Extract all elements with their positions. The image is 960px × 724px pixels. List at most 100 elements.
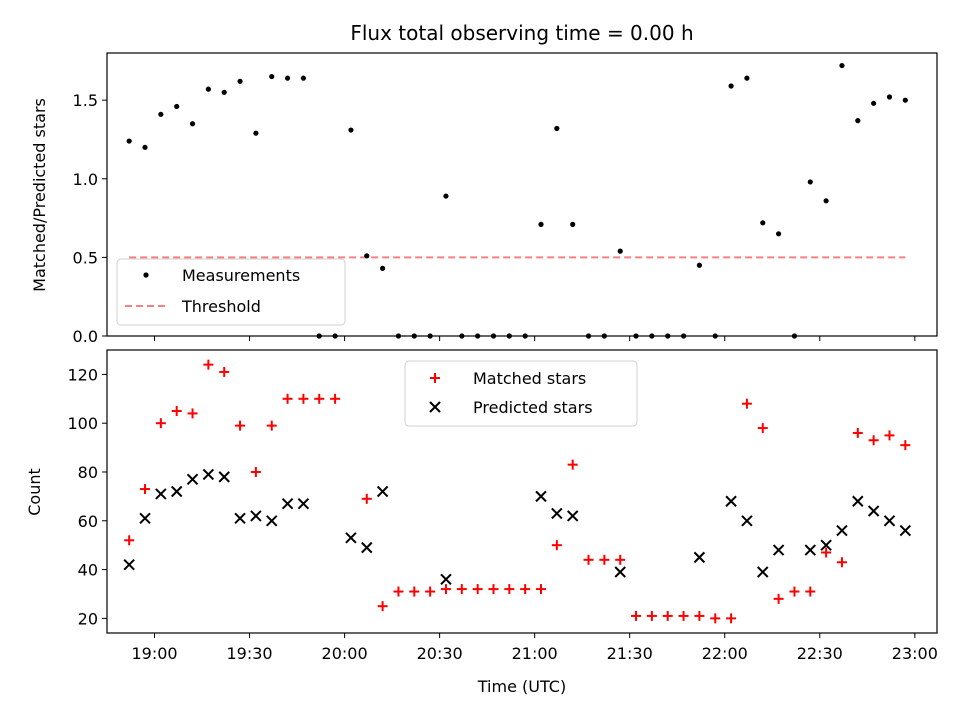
measurement-point xyxy=(284,75,291,81)
matched-star-point xyxy=(282,393,293,404)
matched-star-point xyxy=(536,584,547,595)
matched-star-point xyxy=(124,535,135,546)
predicted-star-point xyxy=(202,468,215,481)
bottom-y-axis-label: Count xyxy=(25,468,44,516)
bottom-x-tick-label: 19:30 xyxy=(227,644,273,663)
top-legend-box xyxy=(116,258,346,326)
predicted-star-point xyxy=(757,566,769,578)
predicted-star-point xyxy=(566,510,579,522)
measurement-point xyxy=(776,231,782,237)
matched-star-point xyxy=(219,366,230,377)
measurement-point xyxy=(902,97,908,103)
bottom-y-tick-label: 40 xyxy=(78,561,98,580)
matched-star-point xyxy=(298,393,309,404)
matched-star-point xyxy=(567,459,578,470)
predicted-star-point xyxy=(345,532,357,544)
predicted-star-point xyxy=(139,512,151,525)
predicted-star-point xyxy=(836,524,848,537)
matched-star-point xyxy=(187,408,198,419)
top-axes-frame xyxy=(106,52,938,337)
matched-star-point xyxy=(440,584,451,595)
predicted-star-point xyxy=(614,566,626,578)
measurement-point xyxy=(696,262,703,268)
matched-star-point xyxy=(805,586,816,597)
legend-measurements-marker xyxy=(143,272,149,278)
measurement-point xyxy=(760,220,766,226)
bottom-x-tick-label: 20:00 xyxy=(322,644,368,663)
measurement-point xyxy=(839,62,845,69)
measurement-point xyxy=(253,130,259,136)
matched-star-point xyxy=(171,405,182,416)
measurement-point xyxy=(269,73,275,80)
predicted-star-point xyxy=(867,505,880,517)
measurement-point xyxy=(871,100,877,106)
matched-star-point xyxy=(631,610,642,621)
measurement-point xyxy=(380,265,386,271)
measurement-point xyxy=(807,179,813,185)
matched-star-point xyxy=(520,584,531,595)
matched-star-point xyxy=(852,427,863,438)
bottom-x-tick-label: 19:00 xyxy=(131,644,177,663)
measurement-point xyxy=(728,83,734,89)
matched-star-point xyxy=(456,584,467,595)
matched-star-point xyxy=(551,540,562,551)
predicted-star-point xyxy=(772,544,785,556)
legend-matched-label: Matched stars xyxy=(473,369,586,388)
predicted-star-point xyxy=(440,573,452,586)
predicted-star-point xyxy=(123,558,135,571)
bottom-x-axis-label: Time (UTC) xyxy=(477,677,566,696)
legend-predicted-marker xyxy=(429,401,441,413)
top-y-axis-label: Matched/Predicted stars xyxy=(30,98,49,292)
predicted-star-point xyxy=(551,507,563,520)
measurement-point xyxy=(126,138,132,144)
matched-star-point xyxy=(662,610,673,621)
bottom-x-axis: 19:00 19:30 20:00 20:30 21:00 21:30 22:00 22:30… xyxy=(131,633,938,663)
predicted-star-point xyxy=(155,488,167,500)
matched-star-point xyxy=(757,423,768,434)
matched-star-point xyxy=(504,584,515,595)
matched-star-point xyxy=(203,359,214,370)
top-y-axis: 0.0 0.5 1.0 1.5 xyxy=(73,91,107,346)
predicted-star-point xyxy=(693,551,706,564)
bottom-y-tick-label: 60 xyxy=(78,512,98,531)
matched-star-point xyxy=(409,586,420,597)
matched-star-point xyxy=(726,613,737,624)
matched-star-point xyxy=(361,493,372,504)
matched-star-point xyxy=(250,466,261,477)
matched-star-point xyxy=(266,420,277,431)
predicted-star-point xyxy=(266,515,278,527)
matched-star-point xyxy=(694,610,705,621)
measurement-point xyxy=(174,103,180,110)
measurement-point xyxy=(570,221,576,227)
predicted-star-point xyxy=(218,471,230,483)
measurement-point xyxy=(886,94,893,100)
matched-star-point xyxy=(900,440,911,451)
bottom-x-tick-label: 22:30 xyxy=(797,644,843,663)
matched-star-point xyxy=(583,554,594,565)
bottom-x-tick-label: 22:00 xyxy=(702,644,748,663)
top-y-tick-label: 1.5 xyxy=(73,91,98,110)
measurement-point xyxy=(744,75,750,81)
matched-star-point xyxy=(155,418,166,429)
measurement-point xyxy=(158,111,164,117)
measurement-point xyxy=(823,198,829,204)
legend-threshold-label: Threshold xyxy=(181,297,261,316)
legend-matched-marker xyxy=(430,373,440,383)
matched-star-point xyxy=(884,430,895,441)
matched-star-point xyxy=(314,393,325,404)
bottom-y-tick-label: 20 xyxy=(78,609,98,628)
bottom-legend: Matched stars Predicted stars xyxy=(404,360,638,427)
legend-measurements-label: Measurements xyxy=(182,266,300,285)
measurement-point xyxy=(855,118,861,124)
bottom-y-axis: 20 40 60 80 100 120 xyxy=(67,365,107,628)
predicted-star-point xyxy=(186,473,199,486)
bottom-y-tick-label: 100 xyxy=(67,414,98,433)
top-y-tick-label: 0.0 xyxy=(73,327,98,346)
bottom-x-tick-label: 21:30 xyxy=(607,644,653,663)
matched-star-point xyxy=(140,484,151,495)
measurement-point xyxy=(443,193,449,199)
measurement-point xyxy=(205,86,211,92)
matched-star-point xyxy=(646,610,657,621)
